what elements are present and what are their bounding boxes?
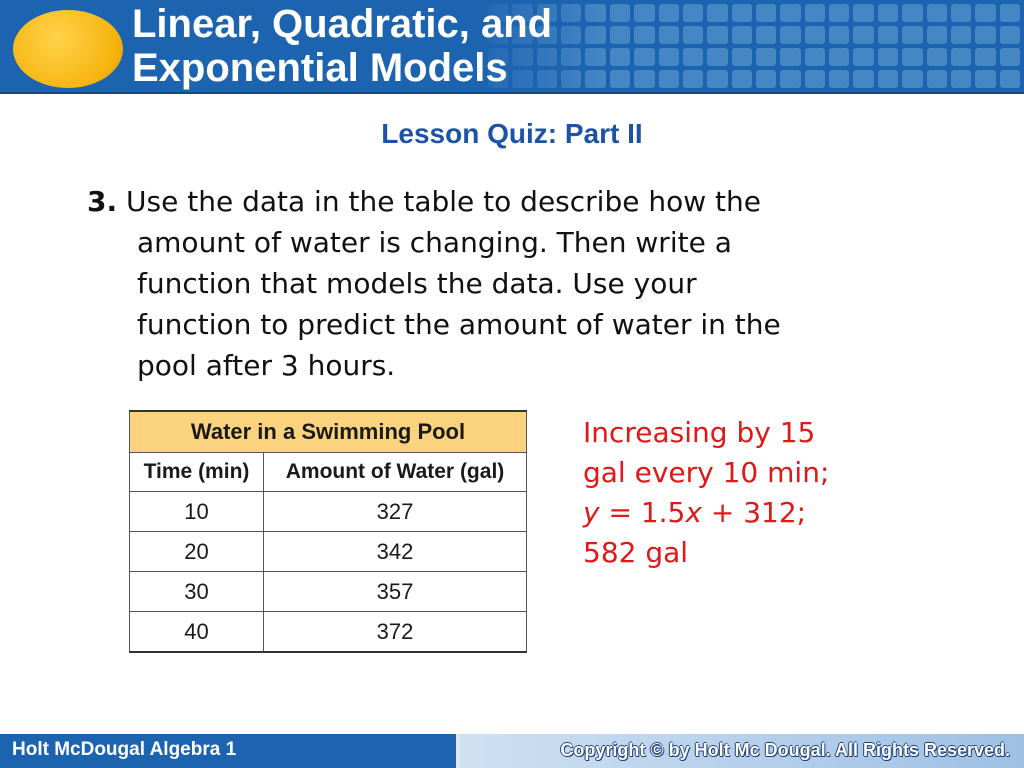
table-cell-time: 10 xyxy=(129,491,264,532)
lesson-subtitle: Lesson Quiz: Part II xyxy=(381,118,643,149)
question-line-2: amount of water is changing. Then write … xyxy=(137,226,732,259)
variable-y: y xyxy=(583,496,600,529)
footer-course-label: Holt McDougal Algebra 1 xyxy=(12,739,237,760)
variable-x: x xyxy=(685,496,702,529)
table-cell-time: 30 xyxy=(129,571,264,612)
table-row: 20 342 xyxy=(129,531,527,572)
title-line-2: Exponential Models xyxy=(132,46,508,90)
header-banner: Linear, Quadratic, and Exponential Model… xyxy=(0,0,1024,92)
table-row: 10 327 xyxy=(129,491,527,532)
question-number: 3. xyxy=(87,185,118,218)
answer-line-1: Increasing by 15 xyxy=(583,416,816,449)
table-cell-time: 20 xyxy=(129,531,264,572)
column-header-amount: Amount of Water (gal) xyxy=(263,452,527,492)
table-cell-time: 40 xyxy=(129,611,264,653)
table-cell-amount: 327 xyxy=(263,491,527,532)
question-line-1: Use the data in the table to describe ho… xyxy=(126,185,761,218)
answer-line-4: 582 gal xyxy=(583,536,689,569)
water-data-table: Water in a Swimming Pool Time (min) Amou… xyxy=(129,410,527,653)
table-cell-amount: 372 xyxy=(263,611,527,653)
question-line-3: function that models the data. Use your xyxy=(137,267,697,300)
page-title: Linear, Quadratic, and Exponential Model… xyxy=(132,2,552,90)
question-line-4: function to predict the amount of water … xyxy=(137,308,781,341)
answer-line-2: gal every 10 min; xyxy=(583,456,830,489)
table-cell-amount: 357 xyxy=(263,571,527,612)
question-line-5: pool after 3 hours. xyxy=(137,349,396,382)
column-header-time: Time (min) xyxy=(129,452,264,492)
footer-bar: Holt McDougal Algebra 1 Copyright © by H… xyxy=(0,734,1024,768)
footer-copyright: Copyright © by Holt Mc Dougal. All Right… xyxy=(560,740,1010,760)
table-row: 40 372 xyxy=(129,611,527,653)
yellow-oval-logo xyxy=(13,10,123,88)
answer-equation: y = 1.5x + 312; xyxy=(583,496,807,529)
question-text: 3. Use the data in the table to describe… xyxy=(87,181,947,386)
table-row: 30 357 xyxy=(129,571,527,612)
answer-text: Increasing by 15 gal every 10 min; y = 1… xyxy=(583,413,829,573)
table-caption: Water in a Swimming Pool xyxy=(129,410,527,453)
title-line-1: Linear, Quadratic, and xyxy=(132,2,553,46)
table-cell-amount: 342 xyxy=(263,531,527,572)
